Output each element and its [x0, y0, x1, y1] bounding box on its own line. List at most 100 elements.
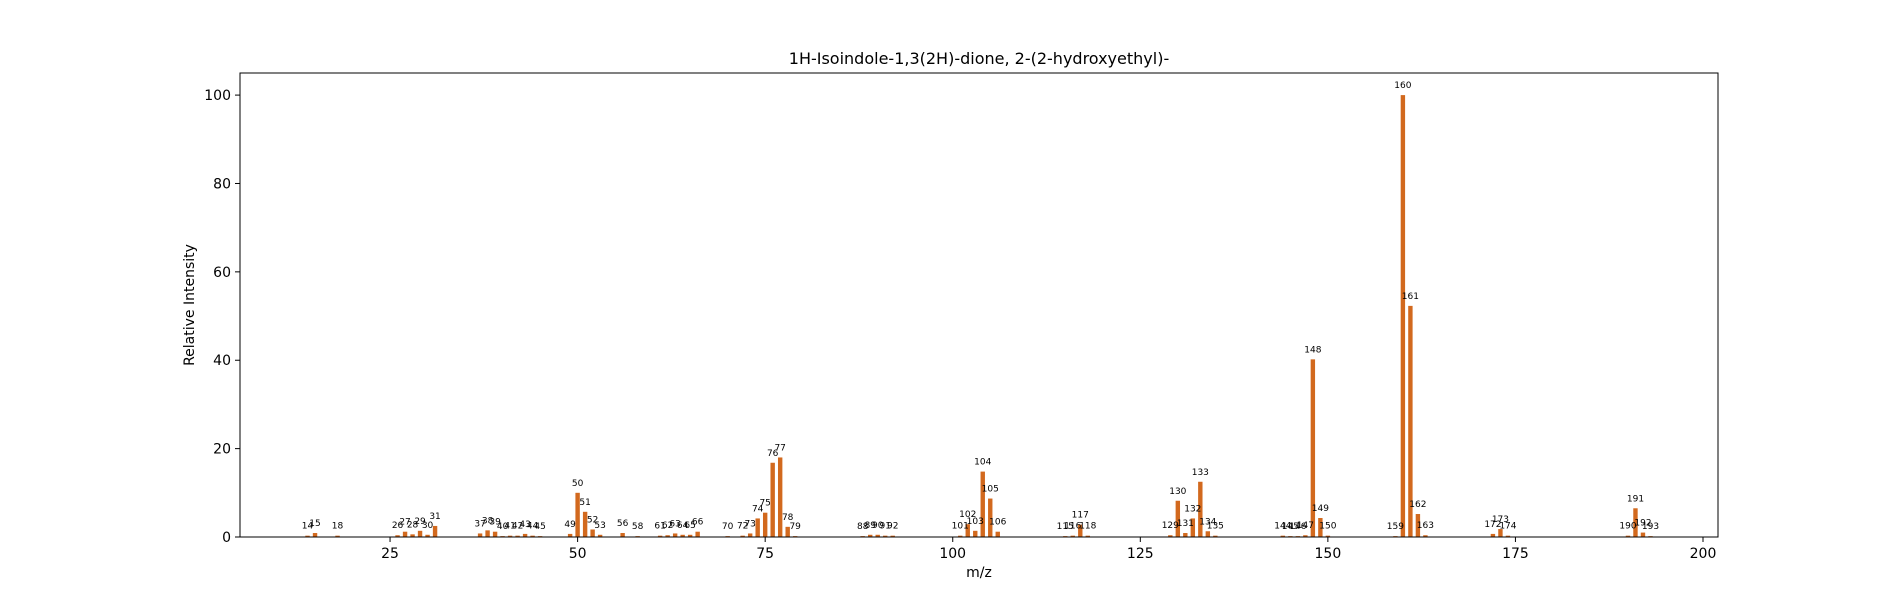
peak-label-mz-39: 39 [489, 518, 501, 528]
bar-mz-15 [312, 533, 318, 537]
peak-label-mz-132: 132 [1184, 504, 1201, 514]
bar-mz-172 [1490, 533, 1496, 537]
x-tick-label-175: 175 [1502, 546, 1529, 562]
bar-mz-50 [575, 492, 580, 537]
peak-label-mz-91: 91 [879, 522, 890, 532]
x-tick-label-100: 100 [939, 546, 966, 562]
peak-label-mz-146: 146 [1289, 522, 1306, 532]
peak-label-mz-65: 65 [684, 521, 695, 531]
y-tick-label-60: 60 [213, 265, 231, 281]
x-tick-label-75: 75 [756, 546, 774, 562]
peak-label-mz-73: 73 [744, 519, 755, 529]
peak-label-mz-105: 105 [982, 485, 999, 495]
bar-mz-90 [875, 534, 880, 537]
bar-mz-105 [988, 498, 993, 537]
bar-mz-73 [747, 533, 753, 537]
peak-label-mz-191: 191 [1627, 494, 1644, 504]
bar-mz-148 [1310, 359, 1316, 537]
bar-mz-89 [868, 534, 873, 537]
bar-mz-133 [1198, 481, 1203, 537]
bar-mz-149 [1318, 518, 1323, 537]
bar-mz-192 [1640, 532, 1646, 537]
peak-label-mz-117: 117 [1072, 511, 1089, 521]
peak-label-mz-66: 66 [692, 518, 704, 528]
peak-label-mz-43: 43 [519, 520, 530, 530]
bar-mz-14 [305, 535, 310, 537]
bar-mz-191 [1633, 508, 1638, 537]
bar-mz-117 [1078, 524, 1083, 537]
peak-label-mz-145: 145 [1282, 522, 1299, 532]
peak-label-mz-31: 31 [429, 512, 440, 522]
chart-title: 1H-Isoindole-1,3(2H)-dione, 2-(2-hydroxy… [789, 49, 1169, 68]
peak-label-mz-64: 64 [677, 521, 689, 531]
bar-mz-190 [1625, 535, 1631, 537]
bar-mz-135 [1213, 535, 1218, 537]
peak-label-mz-192: 192 [1634, 519, 1651, 529]
bar-mz-39 [492, 531, 498, 537]
peak-label-mz-116: 116 [1064, 522, 1081, 532]
peak-label-mz-27: 27 [399, 518, 410, 528]
peak-label-mz-77: 77 [774, 443, 785, 453]
peak-label-mz-159: 159 [1387, 522, 1404, 532]
peak-label-mz-76: 76 [767, 449, 779, 459]
bar-mz-53 [597, 534, 603, 537]
bar-mz-106 [995, 531, 1000, 537]
peak-label-mz-75: 75 [759, 499, 770, 509]
y-tick-label-20: 20 [213, 442, 231, 458]
bar-mz-144 [1280, 535, 1286, 537]
peak-label-mz-56: 56 [617, 519, 629, 529]
peak-label-mz-78: 78 [782, 513, 794, 523]
peak-label-mz-173: 173 [1492, 515, 1509, 525]
bar-mz-91 [883, 535, 888, 537]
bar-mz-76 [770, 462, 775, 537]
bar-mz-118 [1085, 535, 1090, 537]
peak-label-mz-174: 174 [1499, 522, 1516, 532]
peak-label-mz-58: 58 [632, 522, 644, 532]
peak-label-mz-144: 144 [1274, 522, 1291, 532]
peak-label-mz-90: 90 [872, 521, 884, 531]
peak-label-mz-89: 89 [864, 521, 876, 531]
bars-layer [305, 95, 1653, 537]
bar-mz-75 [762, 512, 768, 537]
peak-label-mz-26: 26 [392, 521, 404, 531]
plot-frame [239, 72, 1719, 538]
peak-label-mz-18: 18 [332, 522, 344, 532]
peak-label-mz-72: 72 [737, 522, 748, 532]
peak-label-mz-172: 172 [1484, 520, 1501, 530]
peak-label-mz-52: 52 [587, 515, 598, 525]
bar-mz-101 [958, 535, 963, 537]
peak-label-mz-88: 88 [857, 522, 869, 532]
peak-label-mz-74: 74 [752, 504, 764, 514]
peak-label-mz-38: 38 [482, 516, 494, 526]
y-axis: 0 20 40 60 80 100 [204, 88, 240, 546]
peak-label-mz-40: 40 [497, 522, 509, 532]
peak-label-mz-42: 42 [512, 522, 523, 532]
peak-label-mz-193: 193 [1642, 522, 1659, 532]
peak-label-mz-104: 104 [974, 458, 991, 468]
y-tick-label-0: 0 [222, 530, 231, 546]
bar-mz-150 [1325, 535, 1331, 537]
peak-label-mz-28: 28 [407, 520, 419, 530]
y-axis-title: Relative Intensity [182, 244, 198, 366]
peak-label-mz-62: 62 [662, 521, 673, 531]
bar-mz-29 [417, 530, 423, 537]
y-tick-label-100: 100 [204, 88, 231, 104]
bar-mz-116 [1070, 535, 1075, 537]
bar-mz-160 [1400, 95, 1406, 537]
peak-label-mz-133: 133 [1192, 468, 1209, 478]
peak-label-mz-51: 51 [579, 498, 590, 508]
peak-label-mz-44: 44 [527, 522, 539, 532]
peak-label-mz-160: 160 [1394, 81, 1411, 91]
bar-mz-27 [402, 531, 408, 537]
peak-label-mz-61: 61 [654, 522, 665, 532]
x-tick-label-125: 125 [1127, 546, 1154, 562]
bar-mz-42 [515, 535, 520, 537]
peak-label-mz-101: 101 [952, 522, 969, 532]
peak-label-mz-41: 41 [504, 522, 515, 532]
peak-label-mz-190: 190 [1619, 522, 1636, 532]
bar-mz-18 [335, 535, 340, 537]
bar-mz-92 [890, 535, 895, 537]
bar-mz-65 [687, 534, 693, 537]
